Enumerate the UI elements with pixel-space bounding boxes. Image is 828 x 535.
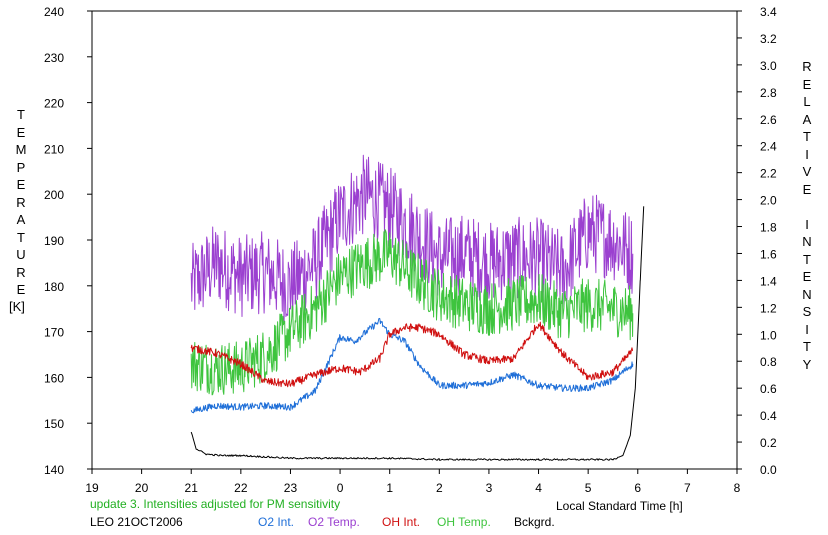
left-axis-label: T E M P E R A T U R E — [15, 107, 27, 297]
right-tick-label: 2.8 — [760, 86, 777, 100]
right-tick-label: 2.4 — [760, 140, 777, 154]
left-tick-label: 160 — [44, 371, 64, 385]
x-tick-label: 5 — [585, 481, 592, 495]
right-tick-label: 1.6 — [760, 247, 777, 261]
legend-oh-temp: OH Temp. — [437, 515, 491, 529]
left-tick-label: 170 — [44, 326, 64, 340]
right-tick-label: 1.4 — [760, 274, 777, 288]
right-tick-label: 1.2 — [760, 301, 777, 315]
x-tick-label: 4 — [535, 481, 542, 495]
right-tick-label: 3.0 — [760, 59, 777, 73]
x-tick-label: 6 — [634, 481, 641, 495]
series-oh-int — [190, 321, 634, 388]
right-tick-label: 0.2 — [760, 436, 777, 450]
right-tick-label: 2.0 — [760, 194, 777, 208]
legend-o2-int: O2 Int. — [258, 515, 295, 529]
x-tick-label: 2 — [436, 481, 443, 495]
series-bckgrd — [190, 206, 645, 461]
x-tick-label: 7 — [684, 481, 691, 495]
annotation-text: update 3. Intensities adjusted for PM se… — [90, 497, 341, 511]
station-label: LEO 21OCT2006 — [90, 515, 183, 529]
series-oh-temp — [190, 229, 634, 396]
x-tick-label: 3 — [486, 481, 493, 495]
left-tick-label: 190 — [44, 234, 64, 248]
ticks-layer: 1401501601701801902002102202302400.00.20… — [44, 5, 777, 495]
right-tick-label: 2.2 — [760, 167, 777, 181]
right-tick-label: 3.4 — [760, 5, 777, 19]
x-tick-label: 22 — [234, 481, 248, 495]
x-tick-label: 8 — [734, 481, 741, 495]
legend-oh-int: OH Int. — [382, 515, 421, 529]
right-tick-label: 0.0 — [760, 463, 777, 477]
series-o2-int — [190, 317, 634, 414]
left-tick-label: 140 — [44, 463, 64, 477]
left-tick-label: 180 — [44, 280, 64, 294]
x-tick-label: 19 — [85, 481, 99, 495]
right-tick-label: 0.8 — [760, 355, 777, 369]
legend-bckgrd: Bckgrd. — [514, 515, 555, 529]
series-layer — [190, 154, 645, 461]
left-tick-label: 200 — [44, 188, 64, 202]
left-tick-label: 210 — [44, 142, 64, 156]
right-tick-label: 2.6 — [760, 113, 777, 127]
left-tick-label: 230 — [44, 51, 64, 65]
left-tick-label: 240 — [44, 5, 64, 19]
right-tick-label: 1.8 — [760, 221, 777, 235]
x-axis-label: Local Standard Time [h] — [556, 499, 683, 513]
right-tick-label: 3.2 — [760, 32, 777, 46]
right-tick-label: 0.4 — [760, 409, 777, 423]
x-tick-label: 21 — [185, 481, 199, 495]
x-tick-label: 23 — [284, 481, 298, 495]
right-axis-label: R E L A T I V E I N T E N S I T Y — [802, 59, 812, 372]
left-tick-label: 150 — [44, 417, 64, 431]
left-tick-label: 220 — [44, 97, 64, 111]
x-tick-label: 1 — [386, 481, 393, 495]
right-tick-label: 1.0 — [760, 328, 777, 342]
legend-o2-temp: O2 Temp. — [308, 515, 360, 529]
right-tick-label: 0.6 — [760, 382, 777, 396]
left-axis-unit: [K] — [9, 299, 25, 314]
x-tick-label: 0 — [337, 481, 344, 495]
x-tick-label: 20 — [135, 481, 149, 495]
